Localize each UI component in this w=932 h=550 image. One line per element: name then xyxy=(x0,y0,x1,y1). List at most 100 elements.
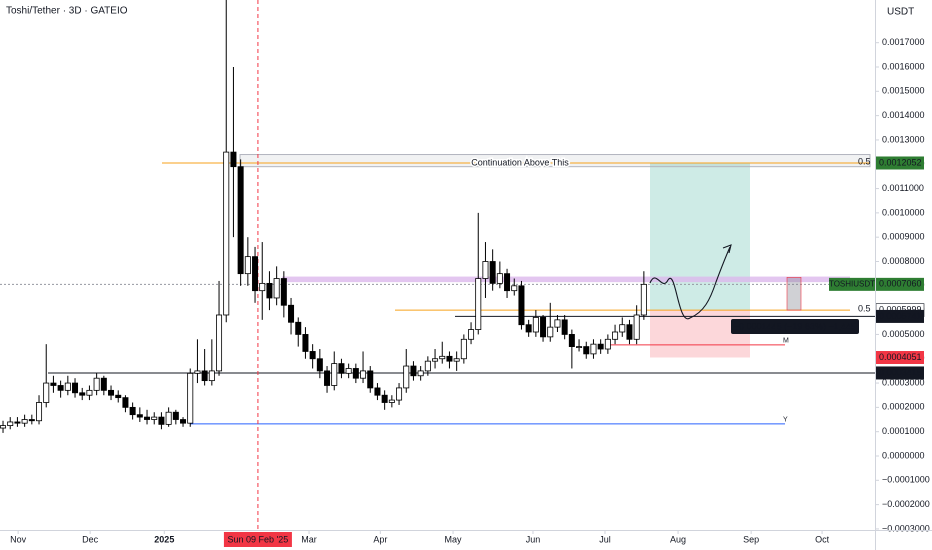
candle-body xyxy=(504,273,511,292)
candle-body xyxy=(374,387,381,396)
forecast-path xyxy=(649,246,731,320)
measure-box xyxy=(786,277,802,311)
candle-body xyxy=(244,256,251,275)
candle-body xyxy=(72,382,79,394)
candle-body xyxy=(518,285,525,326)
y-tick-label: −0.0002000 xyxy=(882,499,930,509)
candle-body xyxy=(144,416,151,420)
price-label: 0.0012052 xyxy=(879,157,922,167)
candle-body xyxy=(489,261,496,284)
symbol-tag-bg xyxy=(829,277,875,291)
candle-body xyxy=(237,166,244,275)
candle-body xyxy=(93,377,100,391)
candle-body xyxy=(583,346,590,355)
candle-body xyxy=(468,329,475,340)
candle-body xyxy=(172,411,179,420)
candle-body xyxy=(14,421,21,424)
candle-body xyxy=(21,419,28,424)
candle-body xyxy=(252,256,259,292)
candle-body xyxy=(352,368,359,379)
candle-body xyxy=(324,370,331,386)
y-tick-label: −0.0003000 xyxy=(882,523,930,533)
candle-body xyxy=(158,416,165,425)
candle-body xyxy=(403,365,410,389)
marker-label: Y xyxy=(783,417,788,424)
currency-label: USDT xyxy=(887,7,914,18)
candle-body xyxy=(388,399,395,403)
candle-body xyxy=(64,382,71,391)
y-tick-label: 0.0014000 xyxy=(882,110,925,120)
measure-label-bg xyxy=(731,319,859,334)
candle-body xyxy=(36,402,43,422)
fib-text: Continuation Above This xyxy=(471,157,569,167)
y-tick-label: 0.0017000 xyxy=(882,37,925,47)
candle-body xyxy=(0,425,7,429)
candle-body xyxy=(266,282,273,299)
price-label: 0.0003415 xyxy=(879,367,922,377)
candle-body xyxy=(295,321,302,335)
candle-body xyxy=(122,397,129,408)
candle-body xyxy=(7,421,14,427)
candle-body xyxy=(115,394,122,399)
candle-body xyxy=(540,317,547,338)
candle-body xyxy=(50,382,57,386)
candle-body xyxy=(496,273,503,284)
x-tick-label: Jun xyxy=(526,534,541,544)
resistance-band xyxy=(282,276,850,283)
candle-body xyxy=(338,363,345,374)
y-tick-label: 0.0001000 xyxy=(882,426,925,436)
candle-body xyxy=(446,355,453,362)
candle-body xyxy=(410,365,417,377)
candle-body xyxy=(619,324,626,333)
candle-body xyxy=(381,394,388,403)
y-tick-label: 0.0003000 xyxy=(882,377,925,387)
candle-body xyxy=(417,370,424,377)
candle-body xyxy=(79,392,86,396)
candle-body xyxy=(223,151,230,316)
y-tick-label: 0.0010000 xyxy=(882,207,925,217)
crosshair-label: Sun 09 Feb '25 xyxy=(228,534,289,544)
candle-body xyxy=(439,355,446,360)
y-tick-label: 0.0016000 xyxy=(882,61,925,71)
candle-body xyxy=(302,334,309,352)
price-label-bg xyxy=(876,351,924,365)
candle-body xyxy=(453,358,460,362)
x-tick-label: May xyxy=(445,534,463,544)
candle-body xyxy=(396,387,403,401)
candle-body xyxy=(28,419,35,422)
x-tick-label: Aug xyxy=(670,534,686,544)
candle-body xyxy=(590,343,597,355)
y-tick-label: 0.0008000 xyxy=(882,256,925,266)
candle-body xyxy=(316,358,323,372)
candle-body xyxy=(547,326,554,338)
candle-body xyxy=(554,319,561,328)
candle-body xyxy=(460,338,467,360)
candle-body xyxy=(525,324,532,333)
candle-body xyxy=(230,151,237,168)
candle-body xyxy=(424,360,431,372)
y-tick-label: 0.0005000 xyxy=(882,329,925,339)
candle-body xyxy=(633,314,640,340)
candle-body xyxy=(561,319,568,335)
y-tick-label: 0.0015000 xyxy=(882,86,925,96)
y-tick-label: 0.0013000 xyxy=(882,134,925,144)
symbol-tag: TOSHIUSDT xyxy=(829,279,875,288)
price-label-bg xyxy=(876,277,924,291)
candle-body xyxy=(309,351,316,360)
candle-body xyxy=(597,343,604,350)
candle-body xyxy=(57,385,64,391)
x-tick-label: Apr xyxy=(373,534,387,544)
candle-body xyxy=(201,370,208,382)
candle-body xyxy=(482,261,489,279)
candle-body xyxy=(626,324,633,340)
price-label: 0.0005741 xyxy=(879,311,922,321)
profit-zone xyxy=(650,162,750,311)
candle-body xyxy=(180,419,187,424)
candle-body xyxy=(129,406,136,416)
price-label-bg xyxy=(876,156,924,170)
x-tick-label: Nov xyxy=(10,534,27,544)
crosshair-label-bg xyxy=(223,532,292,547)
